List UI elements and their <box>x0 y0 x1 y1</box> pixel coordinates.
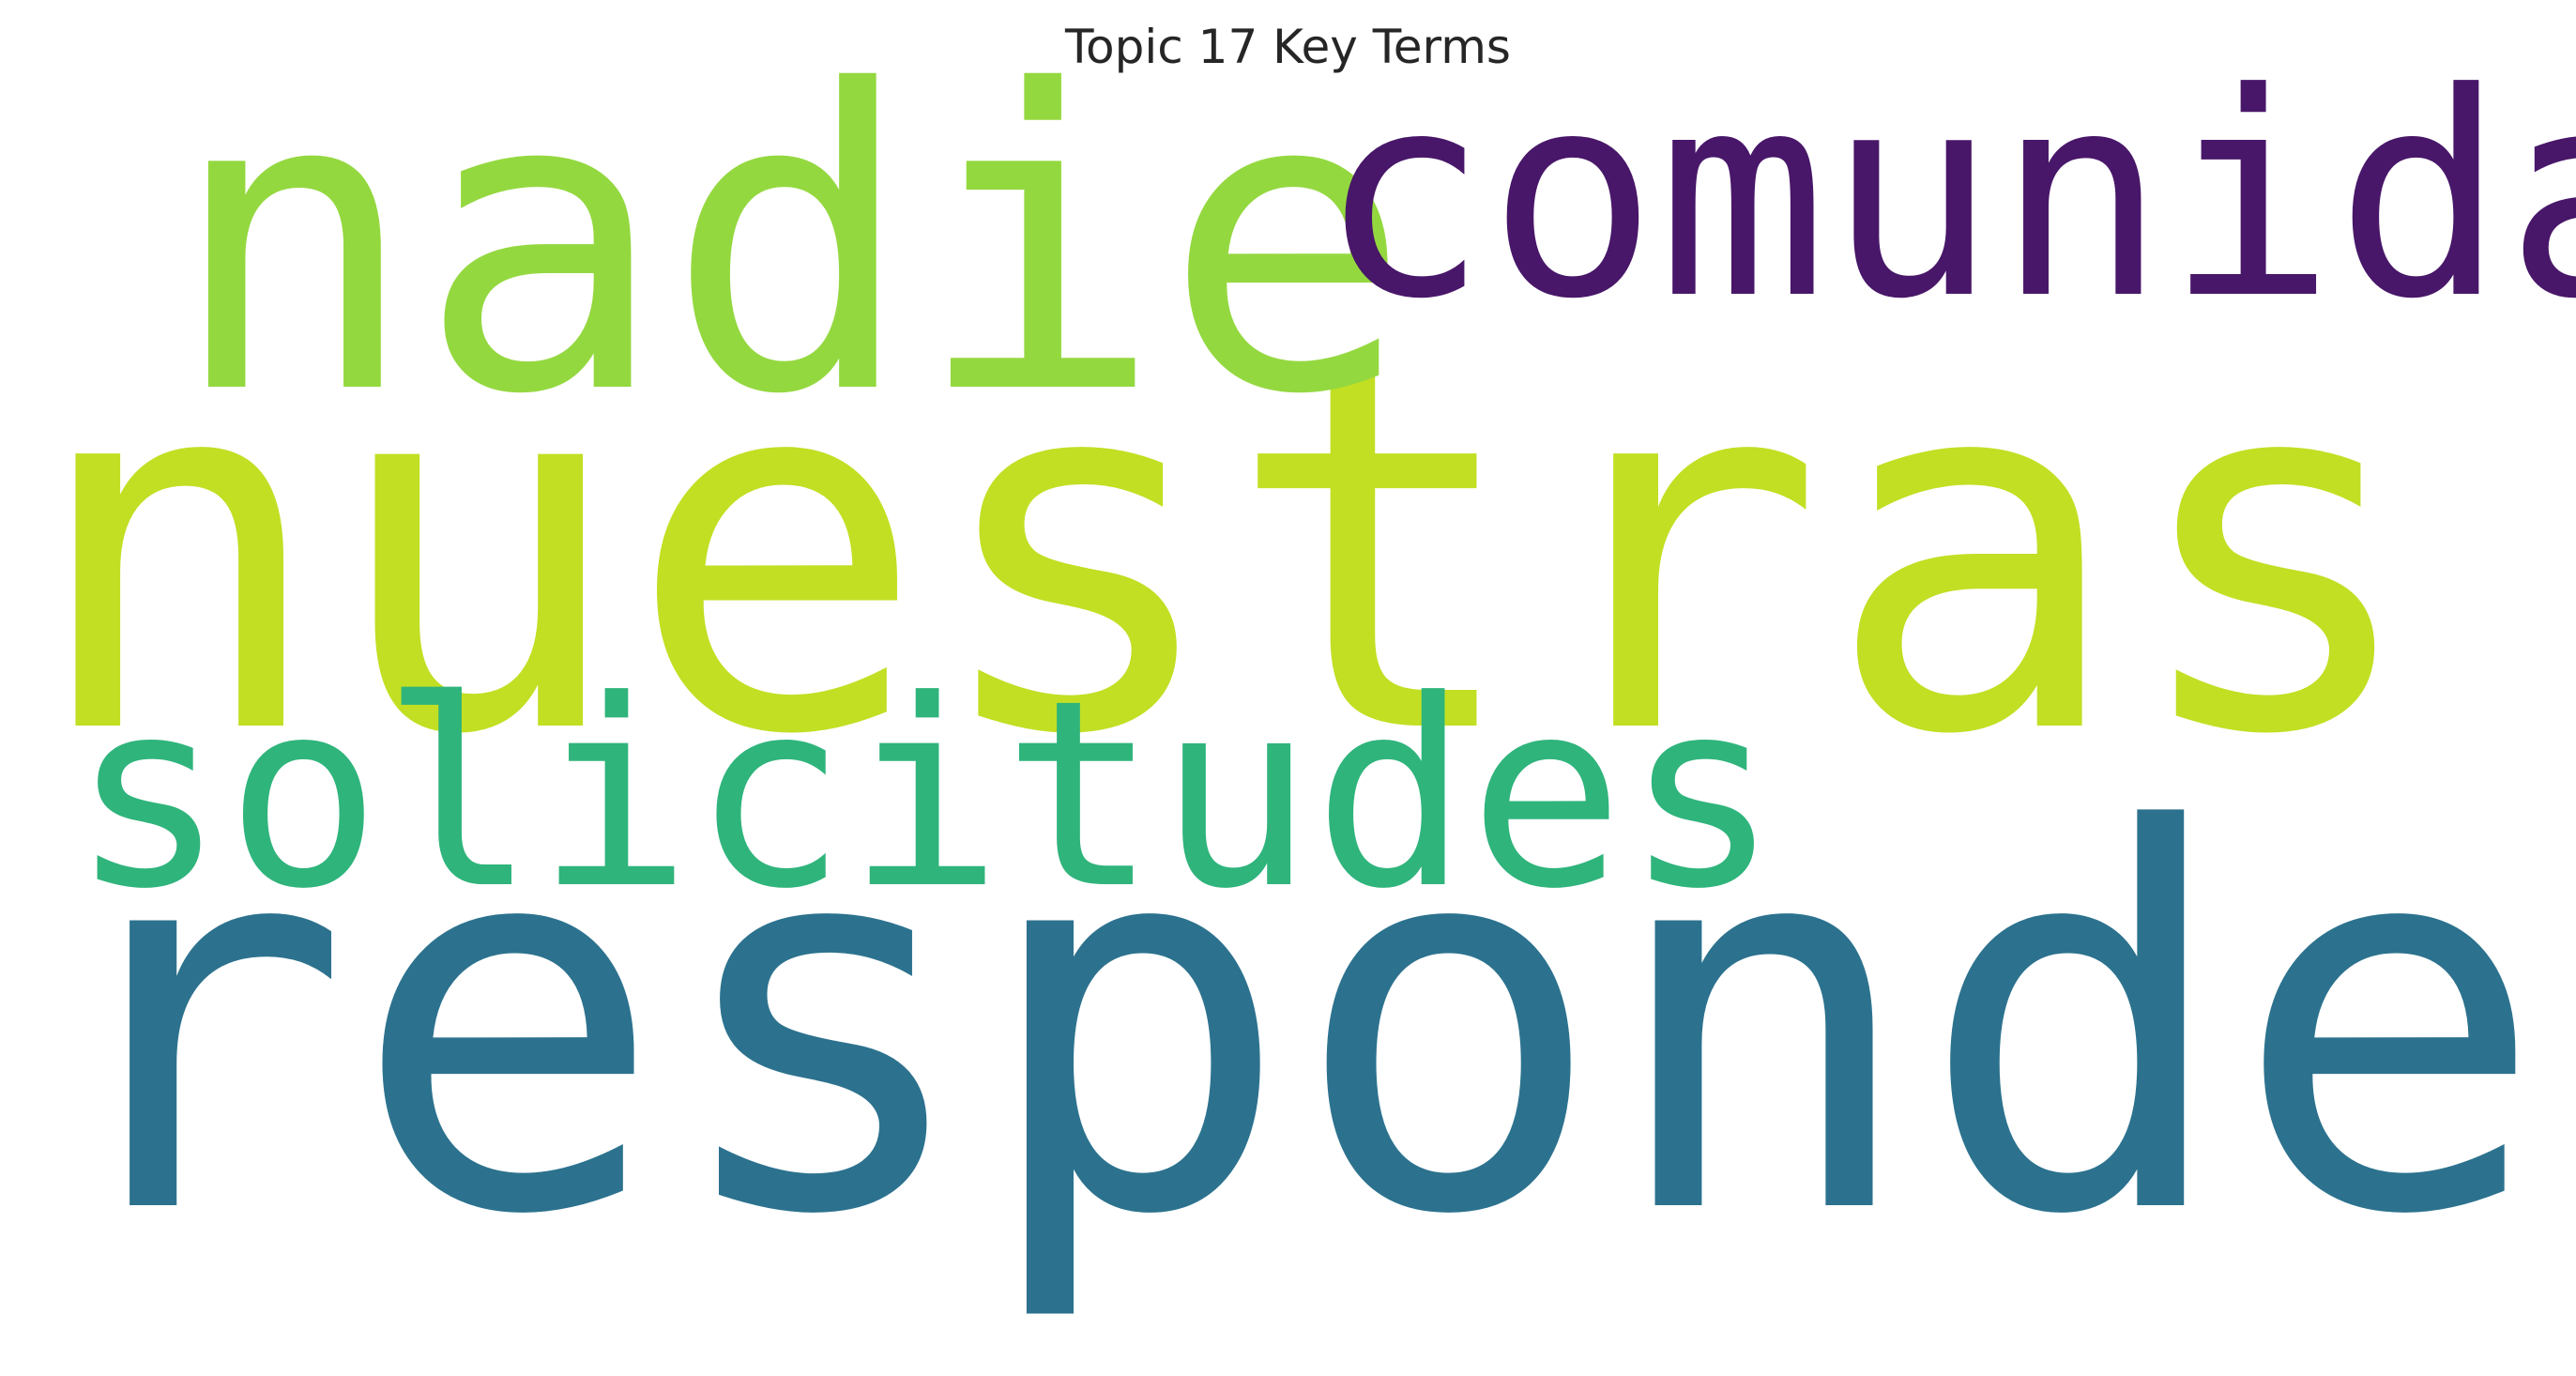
word-nuestras: nuestras <box>28 264 2424 843</box>
figure-title: Topic 17 Key Terms <box>1065 20 1511 74</box>
word-solicitudes: solicitudes <box>70 645 1780 945</box>
word-comunidad: comunidad <box>1318 33 2576 360</box>
word-responde: responde <box>38 722 2547 1328</box>
word-nadie: nadie <box>169 4 1412 484</box>
